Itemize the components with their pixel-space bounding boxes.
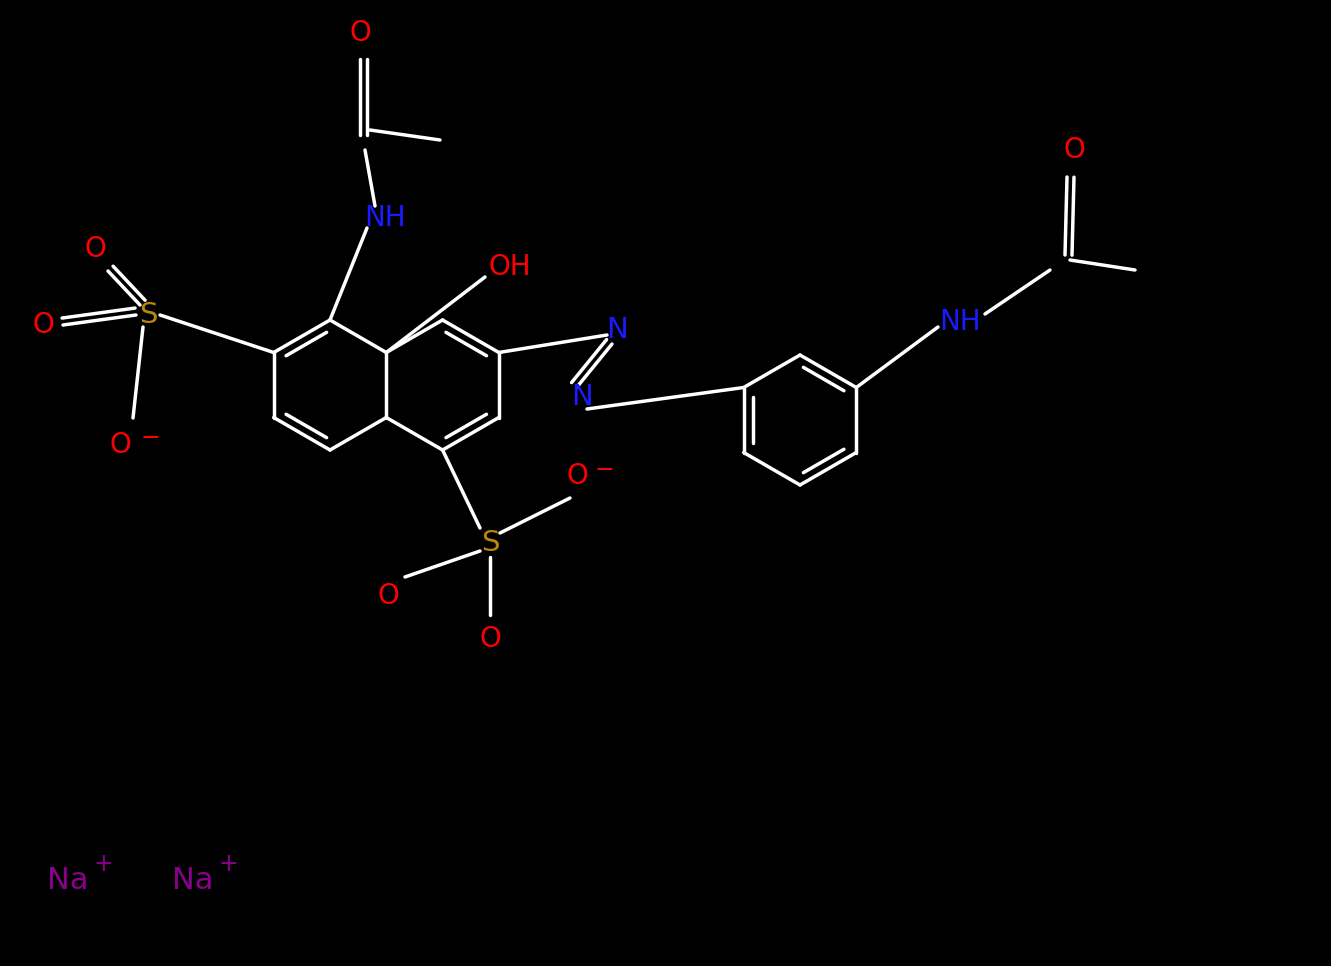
Text: O: O bbox=[84, 235, 106, 263]
Text: O: O bbox=[109, 431, 130, 459]
Text: S: S bbox=[138, 301, 157, 329]
Text: Na: Na bbox=[47, 866, 89, 895]
Text: O: O bbox=[377, 582, 399, 610]
Text: +: + bbox=[93, 852, 113, 876]
Text: −: − bbox=[140, 426, 160, 450]
Text: NH: NH bbox=[940, 308, 981, 336]
Text: OH: OH bbox=[488, 253, 531, 281]
Text: O: O bbox=[1063, 136, 1085, 164]
Text: O: O bbox=[566, 462, 588, 490]
Text: N: N bbox=[606, 316, 628, 344]
Text: O: O bbox=[32, 311, 53, 339]
Text: NH: NH bbox=[365, 204, 406, 232]
Text: S: S bbox=[480, 529, 499, 557]
Text: O: O bbox=[479, 625, 500, 653]
Text: O: O bbox=[349, 19, 371, 47]
Text: +: + bbox=[218, 852, 238, 876]
Text: N: N bbox=[571, 383, 592, 411]
Text: Na: Na bbox=[172, 866, 214, 895]
Text: −: − bbox=[594, 458, 614, 482]
